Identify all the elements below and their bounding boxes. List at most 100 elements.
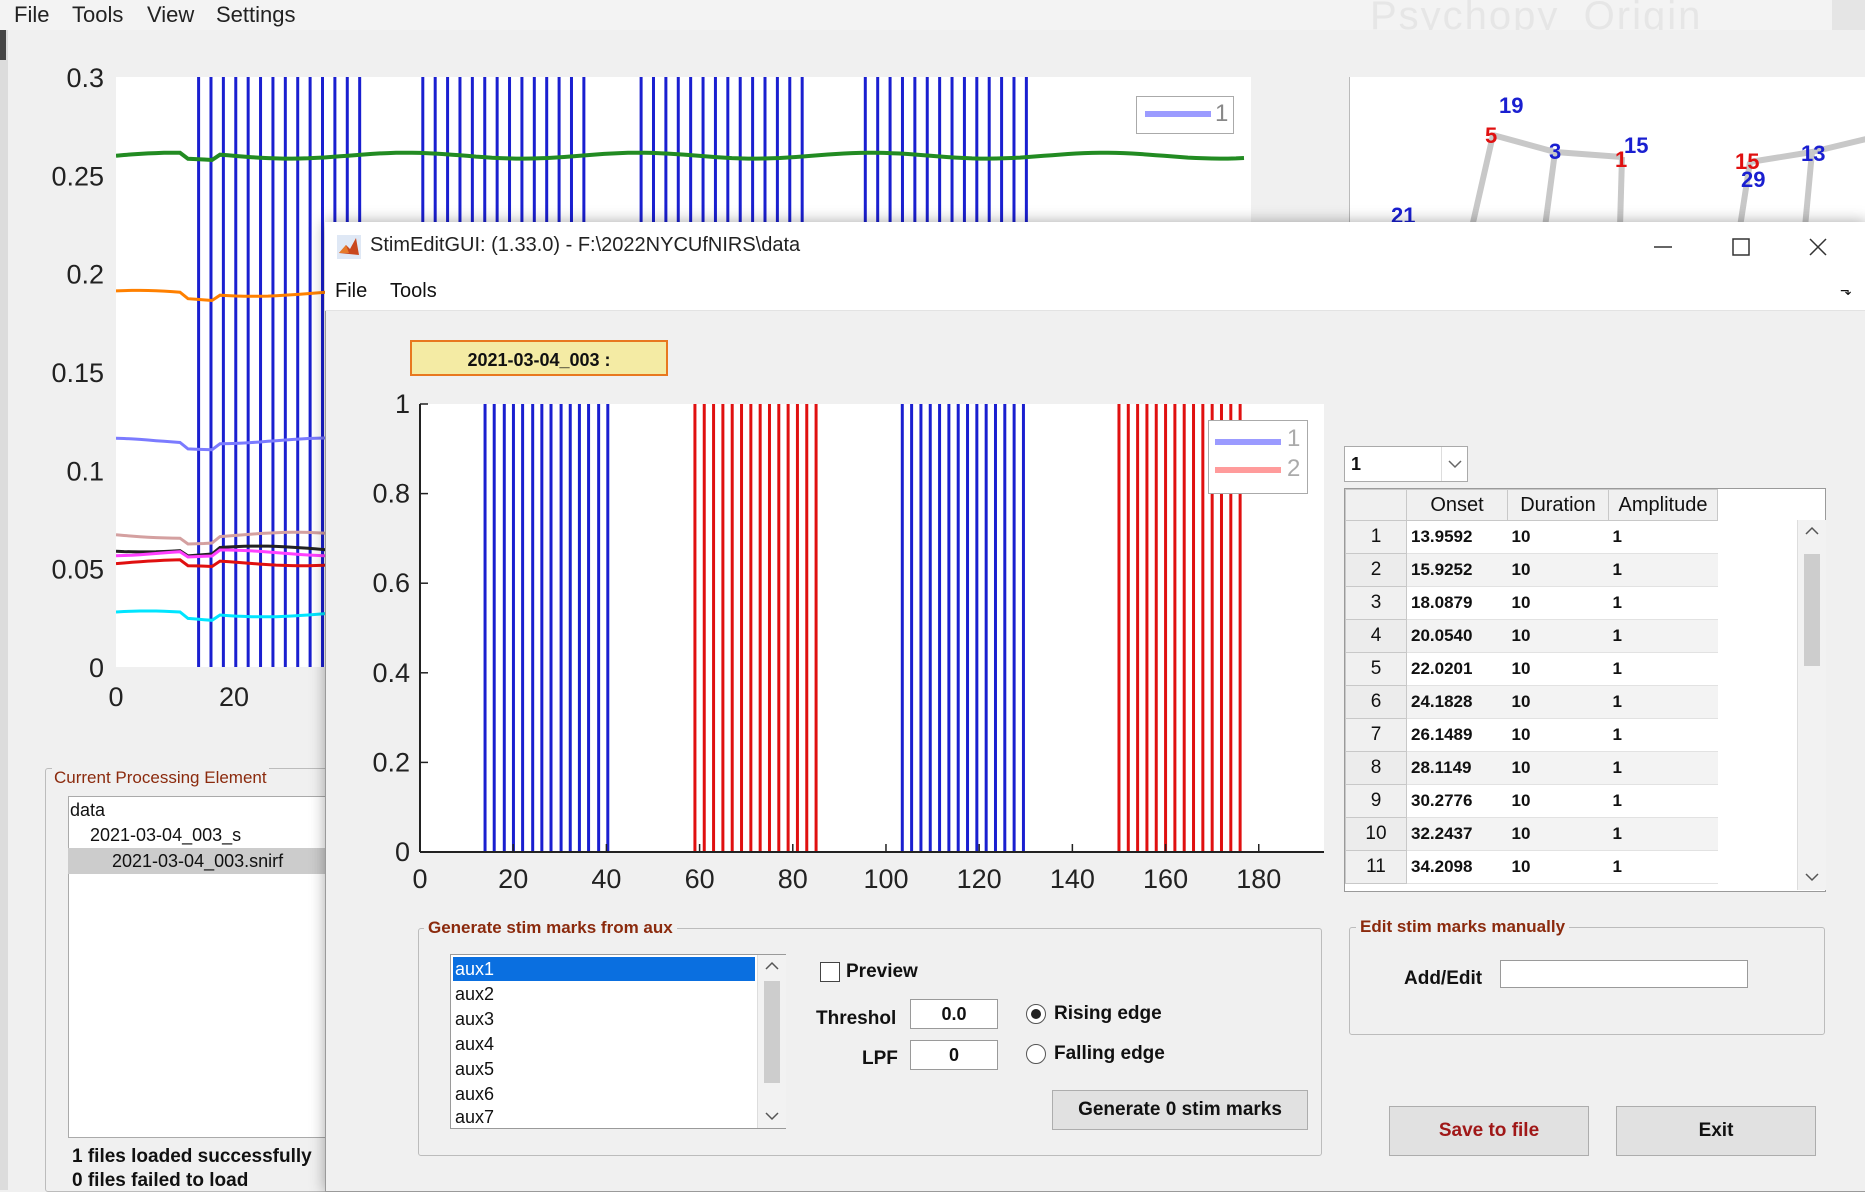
onset-cell[interactable]: 28.1149: [1406, 751, 1508, 785]
onset-cell[interactable]: 18.0879: [1406, 586, 1508, 620]
aux-item-selected[interactable]: aux1: [453, 957, 755, 981]
table-row[interactable]: 11 34.2098 10 1: [1345, 850, 1718, 884]
onset-cell[interactable]: 26.1489: [1406, 718, 1508, 752]
aux-listbox[interactable]: aux1 aux2 aux3 aux4 aux5 aux6 aux7: [450, 954, 786, 1129]
amplitude-cell[interactable]: 1: [1608, 718, 1718, 752]
amplitude-cell[interactable]: 1: [1608, 850, 1718, 884]
minimize-icon[interactable]: [1652, 236, 1674, 258]
preview-checkbox[interactable]: [820, 962, 840, 982]
duration-cell[interactable]: 10: [1507, 751, 1609, 785]
column-header-amplitude[interactable]: Amplitude: [1608, 489, 1718, 521]
condition-select[interactable]: 1: [1344, 446, 1468, 482]
lpf-input[interactable]: 0: [910, 1040, 998, 1070]
aux-item[interactable]: aux7: [455, 1107, 495, 1127]
duration-cell[interactable]: 10: [1507, 685, 1609, 719]
x-tick-label: 20: [498, 864, 528, 894]
duration-cell[interactable]: 10: [1507, 586, 1609, 620]
table-row[interactable]: 7 26.1489 10 1: [1345, 718, 1718, 752]
menu-file[interactable]: File: [14, 2, 50, 27]
table-row[interactable]: 2 15.9252 10 1: [1345, 553, 1718, 587]
onset-cell[interactable]: 20.0540: [1406, 619, 1508, 653]
amplitude-cell[interactable]: 1: [1608, 520, 1718, 554]
exit-button[interactable]: Exit: [1616, 1106, 1816, 1156]
amplitude-cell[interactable]: 1: [1608, 817, 1718, 851]
scroll-down-icon[interactable]: [1804, 870, 1820, 884]
threshold-input[interactable]: 0.0: [910, 999, 998, 1029]
table-row[interactable]: 4 20.0540 10 1: [1345, 619, 1718, 653]
duration-cell[interactable]: 10: [1507, 784, 1609, 818]
amplitude-cell[interactable]: 1: [1608, 784, 1718, 818]
dialog-menu-tools[interactable]: Tools: [390, 280, 437, 302]
chevron-down-icon[interactable]: [1441, 447, 1468, 481]
column-header-duration[interactable]: Duration: [1507, 489, 1609, 521]
onset-cell[interactable]: 32.2437: [1406, 817, 1508, 851]
table-scrollbar[interactable]: [1797, 520, 1826, 890]
amplitude-cell[interactable]: 1: [1608, 685, 1718, 719]
tree-item-subject[interactable]: 2021-03-04_003_s: [90, 825, 242, 845]
falling-edge-radio[interactable]: [1026, 1044, 1046, 1064]
table-row[interactable]: 9 30.2776 10 1: [1345, 784, 1718, 818]
x-tick-label: 0: [412, 864, 427, 894]
onset-cell[interactable]: 24.1828: [1406, 685, 1508, 719]
duration-cell[interactable]: 10: [1507, 619, 1609, 653]
scroll-up-icon[interactable]: [1804, 524, 1820, 538]
amplitude-cell[interactable]: 1: [1608, 751, 1718, 785]
aux-item[interactable]: aux5: [455, 1059, 495, 1079]
duration-cell[interactable]: 10: [1507, 652, 1609, 686]
row-number: 6: [1345, 685, 1407, 719]
table-scroll-thumb[interactable]: [1804, 554, 1820, 666]
bg-y-tick-label: 0.15: [51, 358, 104, 388]
close-icon[interactable]: [1807, 236, 1829, 258]
duration-cell[interactable]: 10: [1507, 850, 1609, 884]
onset-cell[interactable]: 30.2776: [1406, 784, 1508, 818]
column-header-onset[interactable]: Onset: [1406, 489, 1508, 521]
toolbar-expand-icon[interactable]: ⬎: [1840, 282, 1852, 298]
save-to-file-button[interactable]: Save to file: [1389, 1106, 1589, 1156]
aux-item[interactable]: aux3: [455, 1009, 495, 1029]
aux-scroll-up-icon[interactable]: [764, 959, 780, 973]
amplitude-cell[interactable]: 1: [1608, 586, 1718, 620]
maximize-icon[interactable]: [1730, 236, 1752, 258]
onset-cell[interactable]: 13.9592: [1406, 520, 1508, 554]
y-tick-label: 0.8: [372, 479, 410, 509]
aux-item[interactable]: aux4: [455, 1034, 495, 1054]
dialog-title: StimEditGUI: (1.33.0) - F:\2022NYCUfNIRS…: [370, 234, 801, 256]
window-control-icon[interactable]: [1832, 0, 1865, 30]
aux-item[interactable]: aux6: [455, 1084, 495, 1104]
edit-manual-title: Edit stim marks manually: [1356, 917, 1570, 937]
onset-cell[interactable]: 15.9252: [1406, 553, 1508, 587]
duration-cell[interactable]: 10: [1507, 520, 1609, 554]
table-row[interactable]: 1 13.9592 10 1: [1345, 520, 1718, 554]
rising-edge-radio[interactable]: [1026, 1004, 1046, 1024]
tree-item-root[interactable]: data: [70, 800, 106, 820]
duration-cell[interactable]: 10: [1507, 553, 1609, 587]
tree-item-file[interactable]: 2021-03-04_003.snirf: [112, 851, 284, 871]
amplitude-cell[interactable]: 1: [1608, 619, 1718, 653]
duration-cell[interactable]: 10: [1507, 817, 1609, 851]
aux-scrollbar[interactable]: [757, 955, 786, 1128]
probe-label: 15: [1624, 133, 1649, 158]
dialog-menu-file[interactable]: File: [335, 280, 368, 302]
aux-item[interactable]: aux2: [455, 984, 495, 1004]
table-row[interactable]: 6 24.1828 10 1: [1345, 685, 1718, 719]
table-row[interactable]: 5 22.0201 10 1: [1345, 652, 1718, 686]
stim-legend: 1 2: [1208, 420, 1308, 494]
aux-scroll-thumb[interactable]: [764, 981, 780, 1083]
amplitude-cell[interactable]: 1: [1608, 553, 1718, 587]
stim-table[interactable]: Onset Duration Amplitude 1 13.9592 10 1 2 15.…: [1344, 488, 1826, 892]
onset-cell[interactable]: 22.0201: [1406, 652, 1508, 686]
duration-cell[interactable]: 10: [1507, 718, 1609, 752]
generate-stim-button[interactable]: Generate 0 stim marks: [1052, 1090, 1308, 1130]
table-row[interactable]: 8 28.1149 10 1: [1345, 751, 1718, 785]
table-row[interactable]: 10 32.2437 10 1: [1345, 817, 1718, 851]
add-edit-input[interactable]: [1500, 960, 1748, 988]
menu-settings[interactable]: Settings: [216, 2, 296, 27]
menu-tools[interactable]: Tools: [72, 2, 124, 27]
onset-cell[interactable]: 34.2098: [1406, 850, 1508, 884]
aux-scroll-down-icon[interactable]: [764, 1109, 780, 1123]
probe-label: 13: [1801, 141, 1826, 166]
row-number: 9: [1345, 784, 1407, 818]
amplitude-cell[interactable]: 1: [1608, 652, 1718, 686]
table-row[interactable]: 3 18.0879 10 1: [1345, 586, 1718, 620]
menu-view[interactable]: View: [147, 2, 195, 27]
